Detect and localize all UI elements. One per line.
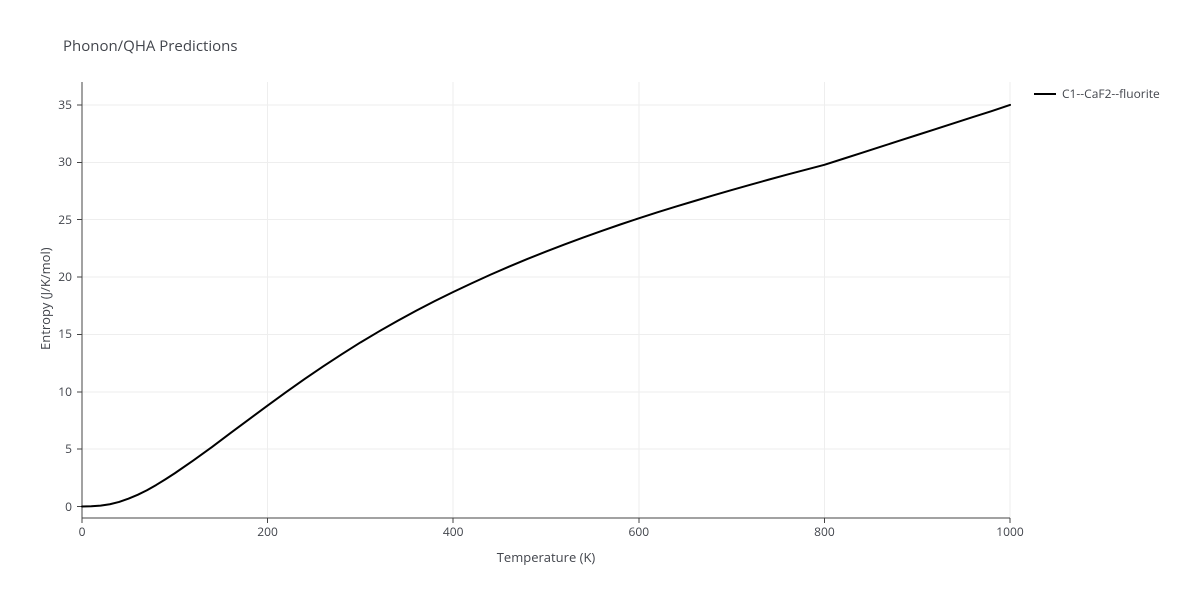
chart-container: Phonon/QHA Predictions Temperature (K) E…	[0, 0, 1200, 600]
x-axis-label: Temperature (K)	[497, 548, 596, 566]
y-tick-label: 25	[58, 214, 72, 226]
y-tick-label: 10	[58, 386, 72, 398]
x-tick-label: 1000	[996, 526, 1023, 538]
x-tick-label: 800	[814, 526, 835, 538]
legend-line-icon	[1034, 93, 1056, 95]
x-tick-label: 200	[257, 526, 278, 538]
y-tick-label: 15	[58, 328, 72, 340]
y-tick-label: 35	[58, 99, 72, 111]
y-tick-label: 5	[65, 443, 72, 455]
legend-label: C1--CaF2--fluorite	[1062, 85, 1160, 102]
chart-title: Phonon/QHA Predictions	[63, 36, 238, 56]
y-tick-label: 0	[65, 501, 72, 513]
y-axis-label: Entropy (J/K/mol)	[36, 247, 54, 350]
plot-area	[62, 62, 1030, 538]
y-tick-label: 30	[58, 156, 72, 168]
x-tick-label: 600	[629, 526, 650, 538]
x-tick-label: 0	[79, 526, 86, 538]
x-tick-label: 400	[443, 526, 464, 538]
y-tick-label: 20	[58, 271, 72, 283]
series-line	[82, 105, 1010, 507]
legend: C1--CaF2--fluorite	[1034, 85, 1160, 102]
